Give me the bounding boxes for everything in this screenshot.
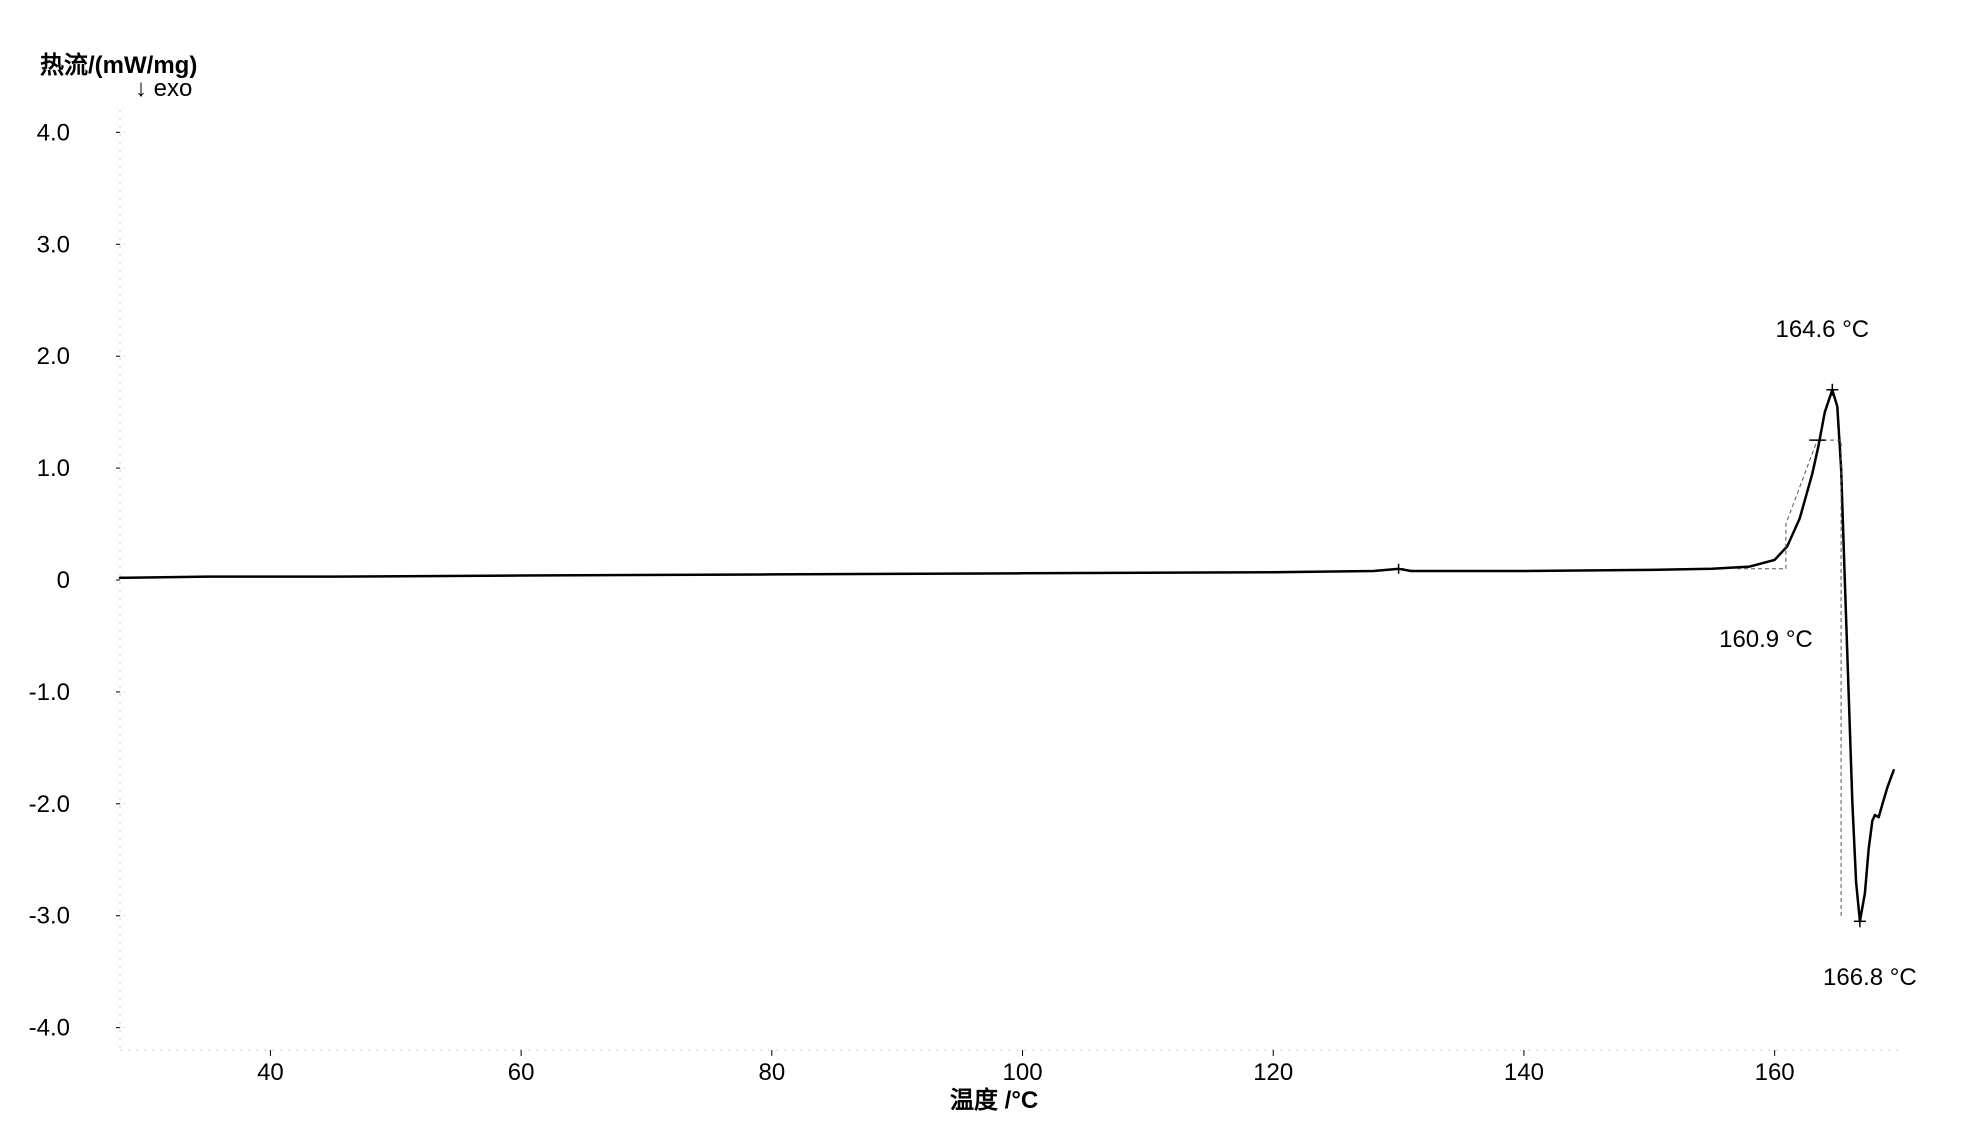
y-tick-label: 0 (57, 567, 70, 594)
y-tick-label: -4.0 (29, 1015, 70, 1042)
y-tick-label: 1.0 (37, 455, 70, 482)
x-axis-title: 温度 /°C (950, 1080, 1038, 1115)
y-tick-label: 2.0 (37, 343, 70, 370)
y-tick-label: -2.0 (29, 791, 70, 818)
chart-svg: -4.0-3.0-2.0-1.001.02.03.04.040608010012… (0, 0, 1961, 1123)
y-tick-label: -1.0 (29, 679, 70, 706)
y-tick-label: 4.0 (37, 119, 70, 146)
exo-label: ↓ exo (135, 75, 192, 103)
x-tick-label: 160 (1755, 1059, 1795, 1086)
x-tick-label: 40 (257, 1059, 284, 1086)
x-tick-label: 60 (508, 1059, 535, 1086)
x-tick-label: 80 (758, 1059, 785, 1086)
annotation-label: 160.9 °C (1719, 626, 1813, 653)
dsc-curve (120, 390, 1894, 922)
annotation-label: 164.6 °C (1775, 316, 1869, 343)
x-tick-label: 120 (1253, 1059, 1293, 1086)
construction-lines (1737, 440, 1841, 916)
y-tick-label: 3.0 (37, 231, 70, 258)
annotation-label: 166.8 °C (1823, 964, 1917, 991)
y-tick-label: -3.0 (29, 903, 70, 930)
dsc-chart: -4.0-3.0-2.0-1.001.02.03.04.040608010012… (0, 0, 1961, 1123)
x-tick-label: 140 (1504, 1059, 1544, 1086)
